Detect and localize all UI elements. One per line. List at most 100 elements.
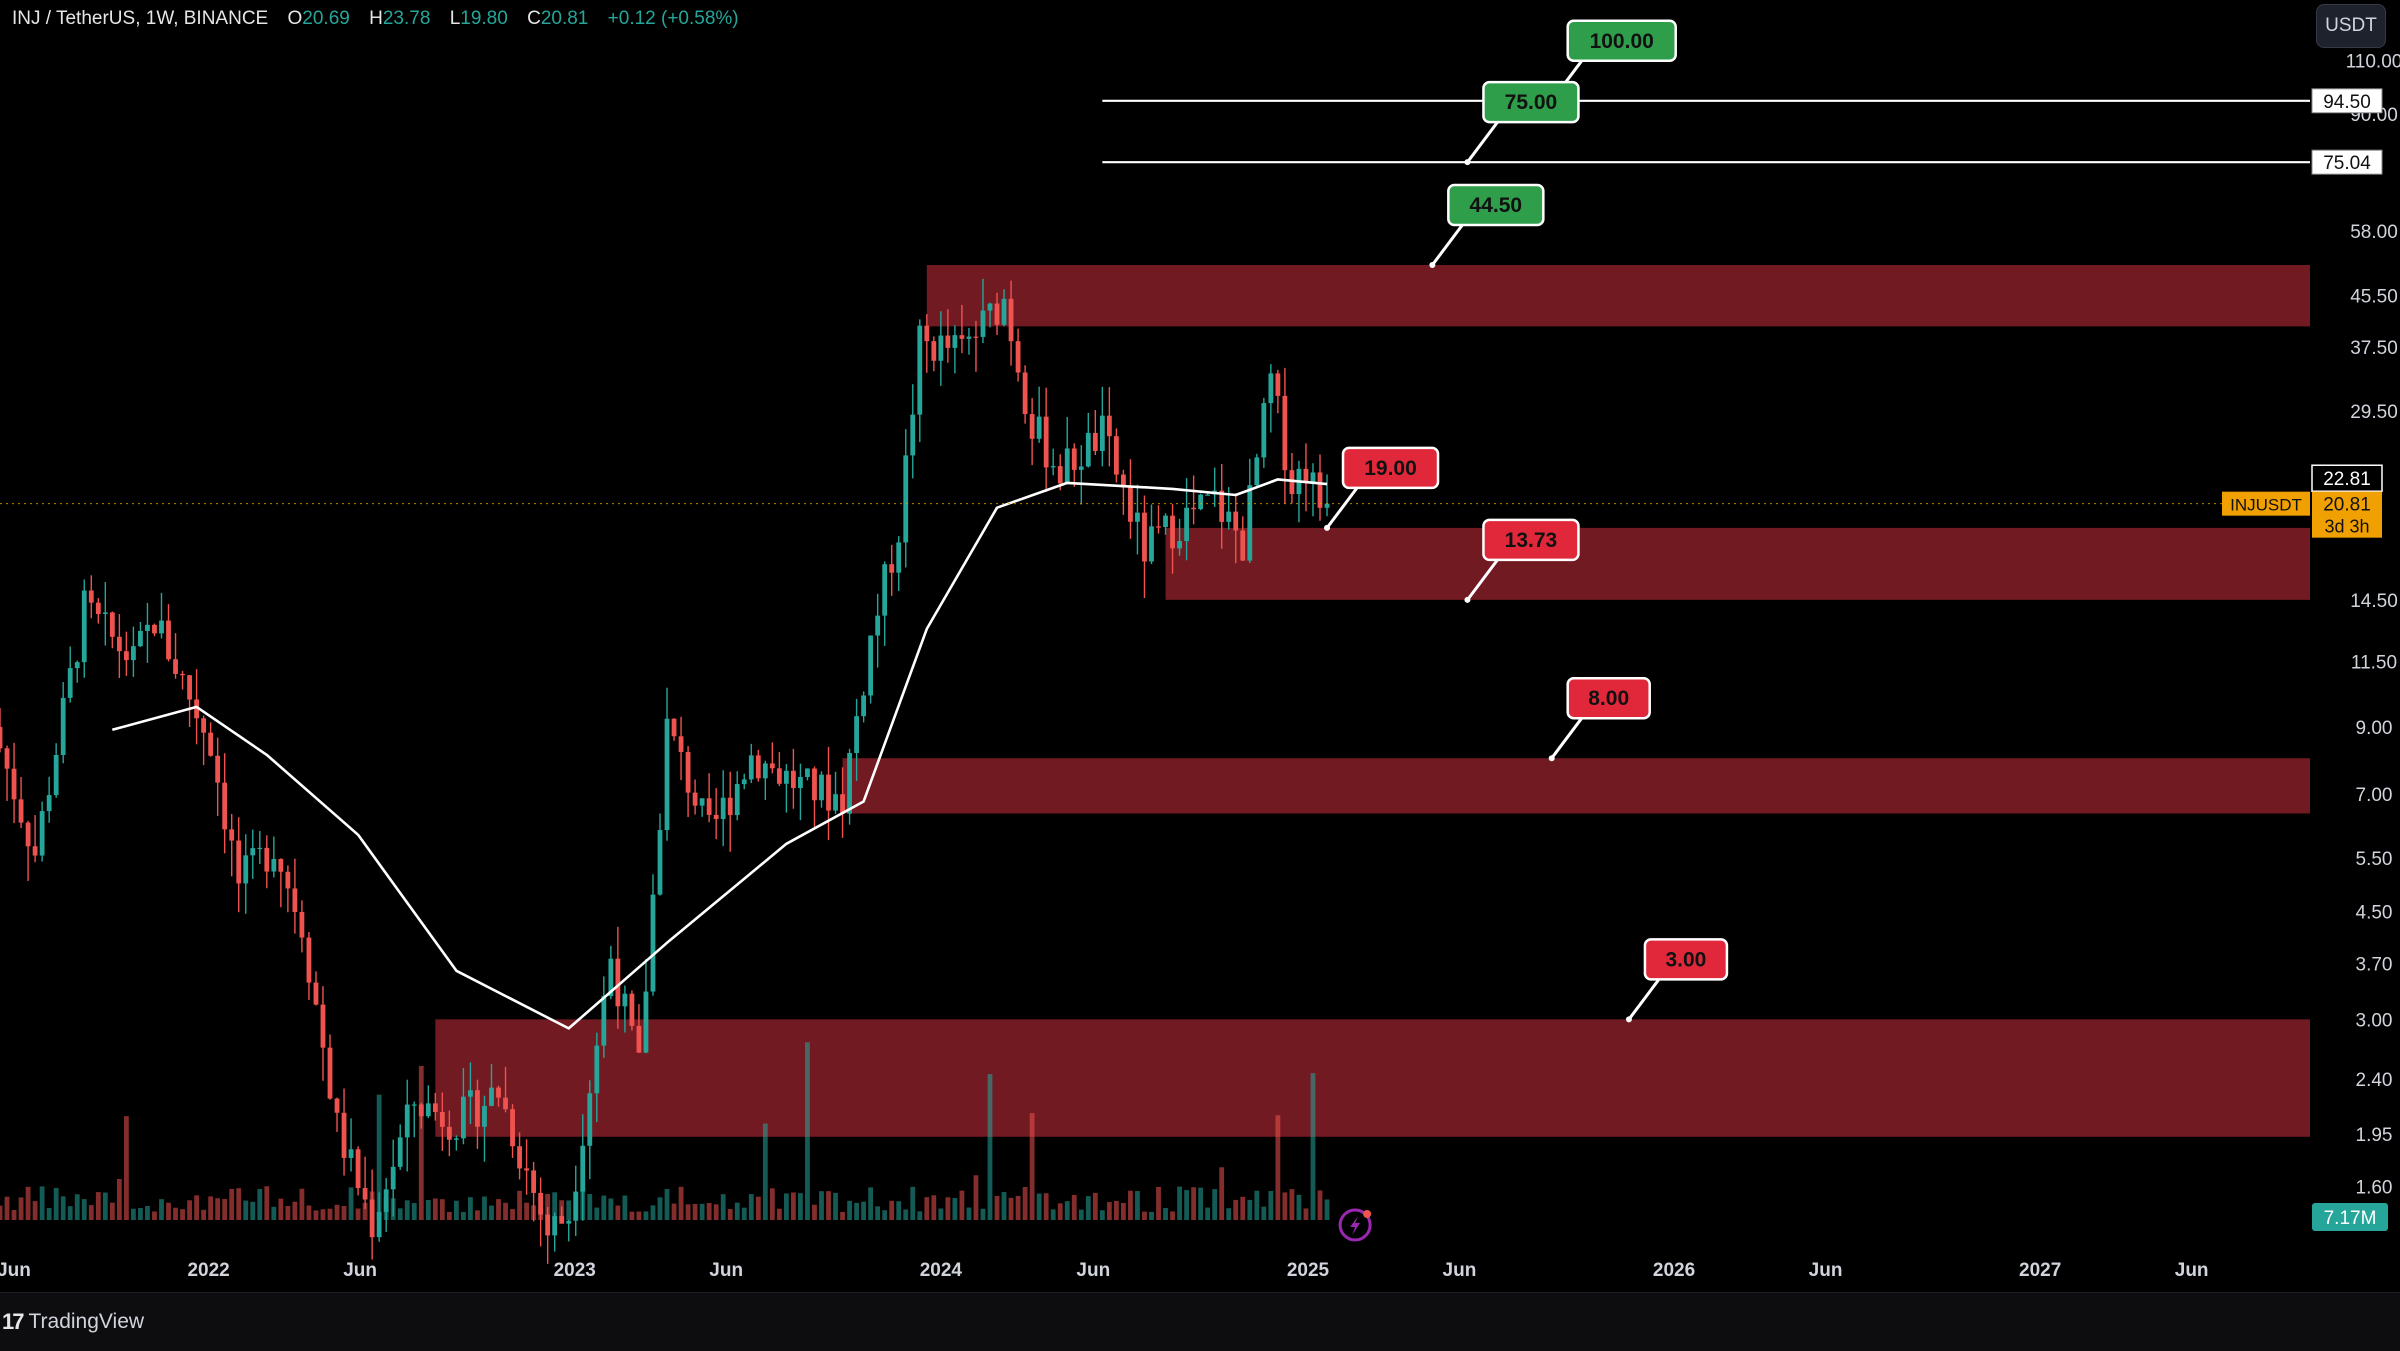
volume-bar	[60, 1196, 66, 1220]
candle-body	[1008, 298, 1014, 342]
high-value: 23.78	[382, 8, 431, 29]
candle-body	[320, 1004, 326, 1048]
volume-bar	[1085, 1196, 1091, 1220]
candle-body	[397, 1137, 403, 1167]
current-price-badge	[2312, 491, 2382, 538]
volume-bar	[271, 1206, 277, 1220]
volume-bar	[812, 1204, 817, 1220]
volume-bar	[854, 1202, 859, 1220]
volume-bar	[861, 1201, 867, 1220]
candle-body	[116, 636, 122, 652]
candle-body	[1170, 515, 1175, 549]
volume-bar	[348, 1187, 354, 1220]
volume-bar	[1057, 1203, 1063, 1220]
candle-body	[425, 1103, 431, 1117]
volume-bar	[102, 1192, 108, 1220]
volume-bar	[1015, 1195, 1021, 1220]
time-axis[interactable]: Jun 2022 Jun 2023 Jun 2024 Jun 2025 Jun 2026 Jun 20…	[0, 1260, 2209, 1281]
candle-body	[1149, 526, 1154, 562]
volume-bar	[362, 1202, 368, 1220]
volume-bar	[945, 1197, 951, 1220]
callout-anchor	[1548, 755, 1555, 762]
price-tick-label: 3.00	[2356, 1010, 2393, 1031]
volume-bar	[783, 1193, 789, 1220]
close-value: 20.81	[540, 8, 589, 29]
volume-bar	[819, 1191, 824, 1220]
volume-bar	[123, 1116, 129, 1220]
volume-bar	[1163, 1208, 1168, 1220]
symbol-title[interactable]: INJ / TetherUS, 1W, BINANCE	[12, 8, 269, 29]
volume-bar	[903, 1209, 909, 1220]
price-axis[interactable]: 110.0090.0058.0045.5037.5029.5014.5011.5…	[2312, 0, 2400, 1292]
price-tick-label: 1.95	[2356, 1125, 2393, 1146]
callout-anchor	[1625, 1016, 1632, 1023]
candle-body	[580, 1145, 586, 1192]
price-tick-label: 37.50	[2350, 338, 2398, 359]
tradingview-logo-icon: 17	[2, 1309, 25, 1334]
candle-body	[88, 590, 94, 603]
candle-body	[1099, 415, 1105, 451]
tradingview-brand[interactable]: 17 TradingView	[2, 1309, 144, 1335]
volume-badge-text: 7.17M	[2324, 1208, 2377, 1229]
candle-body	[32, 846, 38, 856]
candle-body	[833, 794, 838, 811]
currency-button[interactable]: USDT	[2316, 4, 2386, 48]
volume-bar	[727, 1209, 733, 1220]
volume-bar	[74, 1194, 80, 1220]
volume-bar	[959, 1190, 965, 1220]
candle-body	[1128, 487, 1133, 522]
volume-bar	[250, 1201, 256, 1220]
candle-body	[313, 982, 319, 1005]
volume-bar	[1121, 1202, 1126, 1220]
candle-body	[1219, 490, 1225, 522]
low-label: L	[449, 8, 461, 29]
volume-bar	[868, 1187, 874, 1220]
callout-label: 13.73	[1505, 529, 1558, 552]
zones-layer	[435, 265, 2311, 1137]
candle-body	[517, 1146, 522, 1169]
candle-body	[748, 755, 754, 780]
candle-body	[18, 799, 24, 823]
volume-bar	[222, 1199, 228, 1220]
candle-body	[432, 1103, 438, 1113]
volume-bar	[67, 1206, 73, 1220]
moving-average-line	[111, 478, 1328, 1030]
callout-label: 8.00	[1588, 687, 1629, 710]
volume-bar	[987, 1074, 993, 1220]
volume-bar	[1198, 1187, 1204, 1220]
callout-box	[1643, 938, 1729, 981]
line-price-badge	[2311, 88, 2383, 114]
candle-body	[601, 996, 607, 1046]
candle-body	[1106, 415, 1112, 437]
notification-dot-icon	[1363, 1210, 1372, 1218]
candle-body	[1022, 372, 1028, 415]
volume-bar	[32, 1201, 38, 1220]
candle-body	[145, 624, 150, 631]
candle-body	[587, 1093, 593, 1146]
open-value: 20.69	[302, 8, 350, 29]
volume-bar	[1254, 1190, 1260, 1220]
candle-body	[299, 912, 305, 938]
candle-body	[1163, 515, 1168, 528]
candle-body	[994, 303, 1000, 325]
volume-bar	[145, 1206, 150, 1220]
candle-body	[285, 871, 291, 889]
volume-bar	[692, 1203, 698, 1220]
line-price-badge	[2311, 149, 2383, 175]
candle-body	[1113, 436, 1119, 475]
time-tick-label: Jun	[1809, 1260, 1843, 1281]
candle-body	[798, 777, 803, 789]
candle-body	[762, 763, 768, 779]
volume-badge	[2312, 1203, 2388, 1231]
time-tick-label: 2026	[1653, 1260, 1695, 1281]
volume-bar	[1310, 1073, 1316, 1220]
volume-bar	[482, 1196, 487, 1220]
time-tick-label: 2023	[554, 1260, 596, 1281]
price-tick-label: 14.50	[2350, 591, 2398, 612]
candle-body	[411, 1104, 417, 1106]
candle-body	[489, 1087, 494, 1106]
volume-bar	[1050, 1209, 1056, 1220]
candle-body	[805, 768, 810, 778]
